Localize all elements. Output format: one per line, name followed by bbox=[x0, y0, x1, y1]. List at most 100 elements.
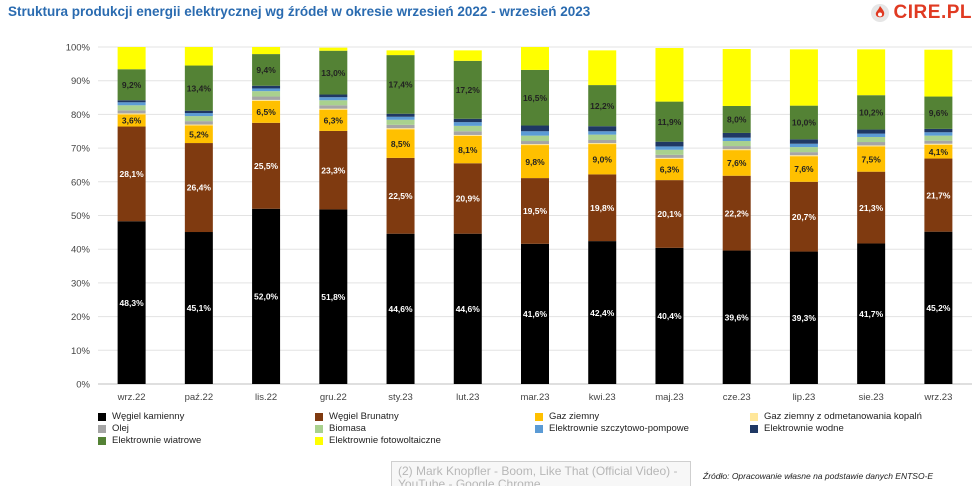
data-label: 22,2% bbox=[725, 208, 750, 218]
bar-segment bbox=[655, 101, 684, 142]
legend-item: Elektrownie wodne bbox=[750, 423, 844, 434]
bar-segment bbox=[117, 47, 146, 70]
y-tick-label: 60% bbox=[71, 177, 91, 188]
legend-label: Węgiel kamienny bbox=[112, 411, 185, 422]
bars: 48,3% 28,1% 3,6% 9,2% 45,1% 26,4% 5,2% 13,4% 52,… bbox=[117, 47, 953, 384]
bar-segment bbox=[252, 85, 281, 89]
bar-segment bbox=[184, 113, 213, 117]
bar-segment bbox=[924, 49, 953, 97]
y-tick-label: 70% bbox=[71, 144, 91, 155]
bar-segment bbox=[924, 96, 953, 129]
bar-segment bbox=[655, 146, 684, 150]
bar-segment bbox=[722, 105, 751, 133]
legend-swatch bbox=[315, 436, 323, 445]
bar-segment bbox=[789, 152, 818, 156]
bar-segment bbox=[252, 99, 281, 101]
data-label: 20,1% bbox=[657, 209, 682, 219]
bar-segment bbox=[521, 135, 549, 142]
bar-segment bbox=[319, 100, 348, 106]
bar-segment bbox=[789, 105, 818, 140]
legend-swatch bbox=[750, 424, 758, 433]
y-tick-label: 50% bbox=[71, 211, 91, 222]
bar-stack: 39,3% 20,7% 7,6% 10,0% bbox=[789, 49, 818, 384]
bar-stack: 45,2% 21,7% 4,1% 9,6% bbox=[924, 49, 953, 384]
legend-label: Elektrownie wiatrowe bbox=[112, 435, 202, 446]
bar-segment bbox=[453, 135, 482, 164]
data-label: 21,7% bbox=[926, 190, 951, 200]
bar-segment bbox=[386, 128, 415, 130]
bar-segment bbox=[252, 122, 281, 209]
x-tick-label: cze.23 bbox=[723, 392, 751, 403]
bar-segment bbox=[453, 131, 482, 135]
legend-item: Elektrownie szczytowo-pompowe bbox=[535, 423, 689, 434]
data-label: 11,9% bbox=[658, 117, 682, 127]
data-label: 21,3% bbox=[859, 203, 884, 213]
bar-segment bbox=[386, 50, 415, 56]
bar-segment bbox=[319, 97, 348, 101]
bar-segment bbox=[857, 146, 886, 172]
bar-segment bbox=[521, 141, 549, 145]
data-label: 17,2% bbox=[456, 85, 481, 95]
bar-segment bbox=[319, 94, 348, 98]
data-label: 9,4% bbox=[256, 65, 276, 75]
data-label: 4,1% bbox=[929, 147, 949, 157]
data-label: 10,0% bbox=[792, 118, 817, 128]
bar-segment bbox=[252, 96, 281, 100]
bar-segment bbox=[252, 47, 281, 55]
bar-segment bbox=[789, 251, 818, 384]
bar-stack: 42,4% 19,8% 9,0% 12,2% bbox=[588, 50, 617, 384]
bar-segment bbox=[319, 50, 348, 95]
bar-segment bbox=[453, 134, 482, 136]
bar-segment bbox=[453, 125, 482, 132]
x-tick-label: sty.23 bbox=[388, 392, 413, 403]
bar-segment bbox=[453, 60, 482, 119]
data-label: 3,6% bbox=[122, 116, 142, 126]
bar-segment bbox=[386, 113, 415, 117]
bar-segment bbox=[319, 108, 348, 110]
bar-segment bbox=[924, 231, 953, 384]
bar-segment bbox=[655, 247, 684, 384]
data-label: 45,1% bbox=[187, 303, 212, 313]
bar-segment bbox=[924, 132, 953, 136]
x-tick-label: gru.22 bbox=[320, 392, 347, 403]
cire-logo: CIRE.PL bbox=[870, 2, 972, 24]
data-label: 45,2% bbox=[926, 303, 951, 313]
bar-segment bbox=[588, 50, 617, 86]
data-label: 41,6% bbox=[523, 309, 548, 319]
bar-segment bbox=[521, 131, 549, 136]
data-label: 13,4% bbox=[187, 83, 212, 93]
bar-segment bbox=[386, 233, 415, 384]
data-label: 19,8% bbox=[590, 203, 615, 213]
bar-segment bbox=[857, 95, 886, 130]
legend-swatch bbox=[315, 424, 323, 433]
bar-segment bbox=[184, 232, 213, 384]
bar-segment bbox=[184, 143, 213, 233]
bar-segment bbox=[521, 178, 549, 244]
bar-segment bbox=[588, 134, 617, 141]
legend-label: Elektrownie szczytowo-pompowe bbox=[549, 423, 689, 434]
data-label: 42,4% bbox=[590, 308, 615, 318]
legend-swatch bbox=[535, 424, 543, 433]
data-label: 44,6% bbox=[388, 304, 413, 314]
data-label: 7,6% bbox=[794, 164, 814, 174]
bar-segment bbox=[655, 149, 684, 155]
bar-segment bbox=[722, 250, 751, 384]
data-label: 8,0% bbox=[727, 115, 747, 125]
bar-segment bbox=[386, 157, 415, 234]
bar-stack: 39,6% 22,2% 7,6% 8,0% bbox=[722, 49, 751, 384]
source-note: Źródło: Opracowanie własne na podstawie … bbox=[703, 471, 934, 481]
legend-item: Elektrownie wiatrowe bbox=[98, 435, 201, 446]
bar-segment bbox=[252, 100, 281, 123]
legend-label: Elektrownie wodne bbox=[764, 423, 844, 434]
legend-item: Elektrownie fotowoltaiczne bbox=[315, 435, 441, 446]
bar-segment bbox=[722, 141, 751, 147]
bar-segment bbox=[453, 118, 482, 123]
x-tick-label: paź.22 bbox=[185, 392, 214, 403]
bar-segment bbox=[655, 157, 684, 159]
data-label: 10,2% bbox=[859, 108, 884, 118]
bar-stack: 41,7% 21,3% 7,5% 10,2% bbox=[857, 49, 886, 384]
x-tick-label: kwi.23 bbox=[589, 392, 616, 403]
bar-segment bbox=[319, 105, 348, 109]
bar-segment bbox=[252, 54, 281, 86]
